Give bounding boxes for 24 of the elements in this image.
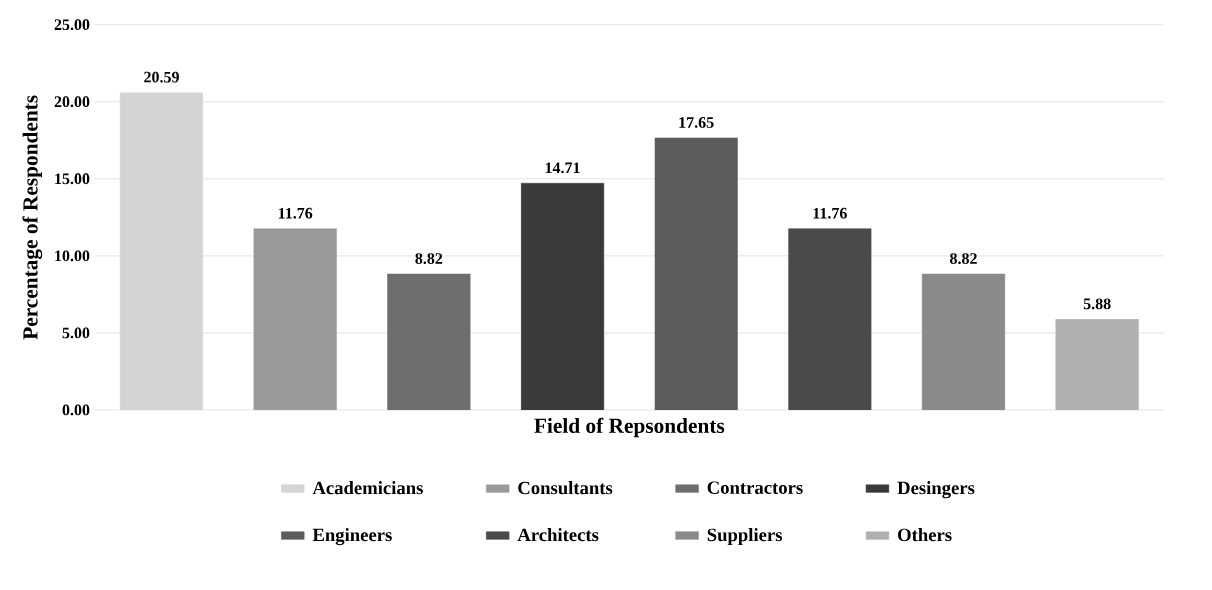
y-tick-label: 10.00 <box>55 250 90 262</box>
y-tick-label: 25.00 <box>54 19 90 31</box>
data-label: 17.65 <box>679 117 714 128</box>
y-tick-label: 5.00 <box>62 327 90 339</box>
y-axis-title: Percentage of Respondents <box>22 95 43 340</box>
data-label: 11.76 <box>813 207 847 219</box>
legend-label: Architects <box>517 528 599 542</box>
data-label: 5.88 <box>1083 298 1111 310</box>
legend-label: Academicians <box>312 481 423 495</box>
data-label: 11.76 <box>278 207 313 219</box>
data-label: 20.59 <box>144 71 179 83</box>
legend-label: Desingers <box>897 481 975 499</box>
data-label: 14.71 <box>545 162 580 174</box>
legend-label: Others <box>898 528 952 542</box>
legend-label: Engineers <box>312 528 392 546</box>
legend-label: Suppliers <box>707 528 783 545</box>
legend-label: Contractors <box>707 481 803 494</box>
legend-label: Consultants <box>518 481 613 495</box>
x-axis-title: Field of Repsondents <box>534 417 725 438</box>
y-tick-label: 20.00 <box>54 96 90 108</box>
data-label: 8.82 <box>950 253 977 265</box>
y-tick-label: 0.00 <box>62 404 90 416</box>
y-tick-label: 15.00 <box>55 173 90 185</box>
data-label: 8.82 <box>415 253 443 265</box>
